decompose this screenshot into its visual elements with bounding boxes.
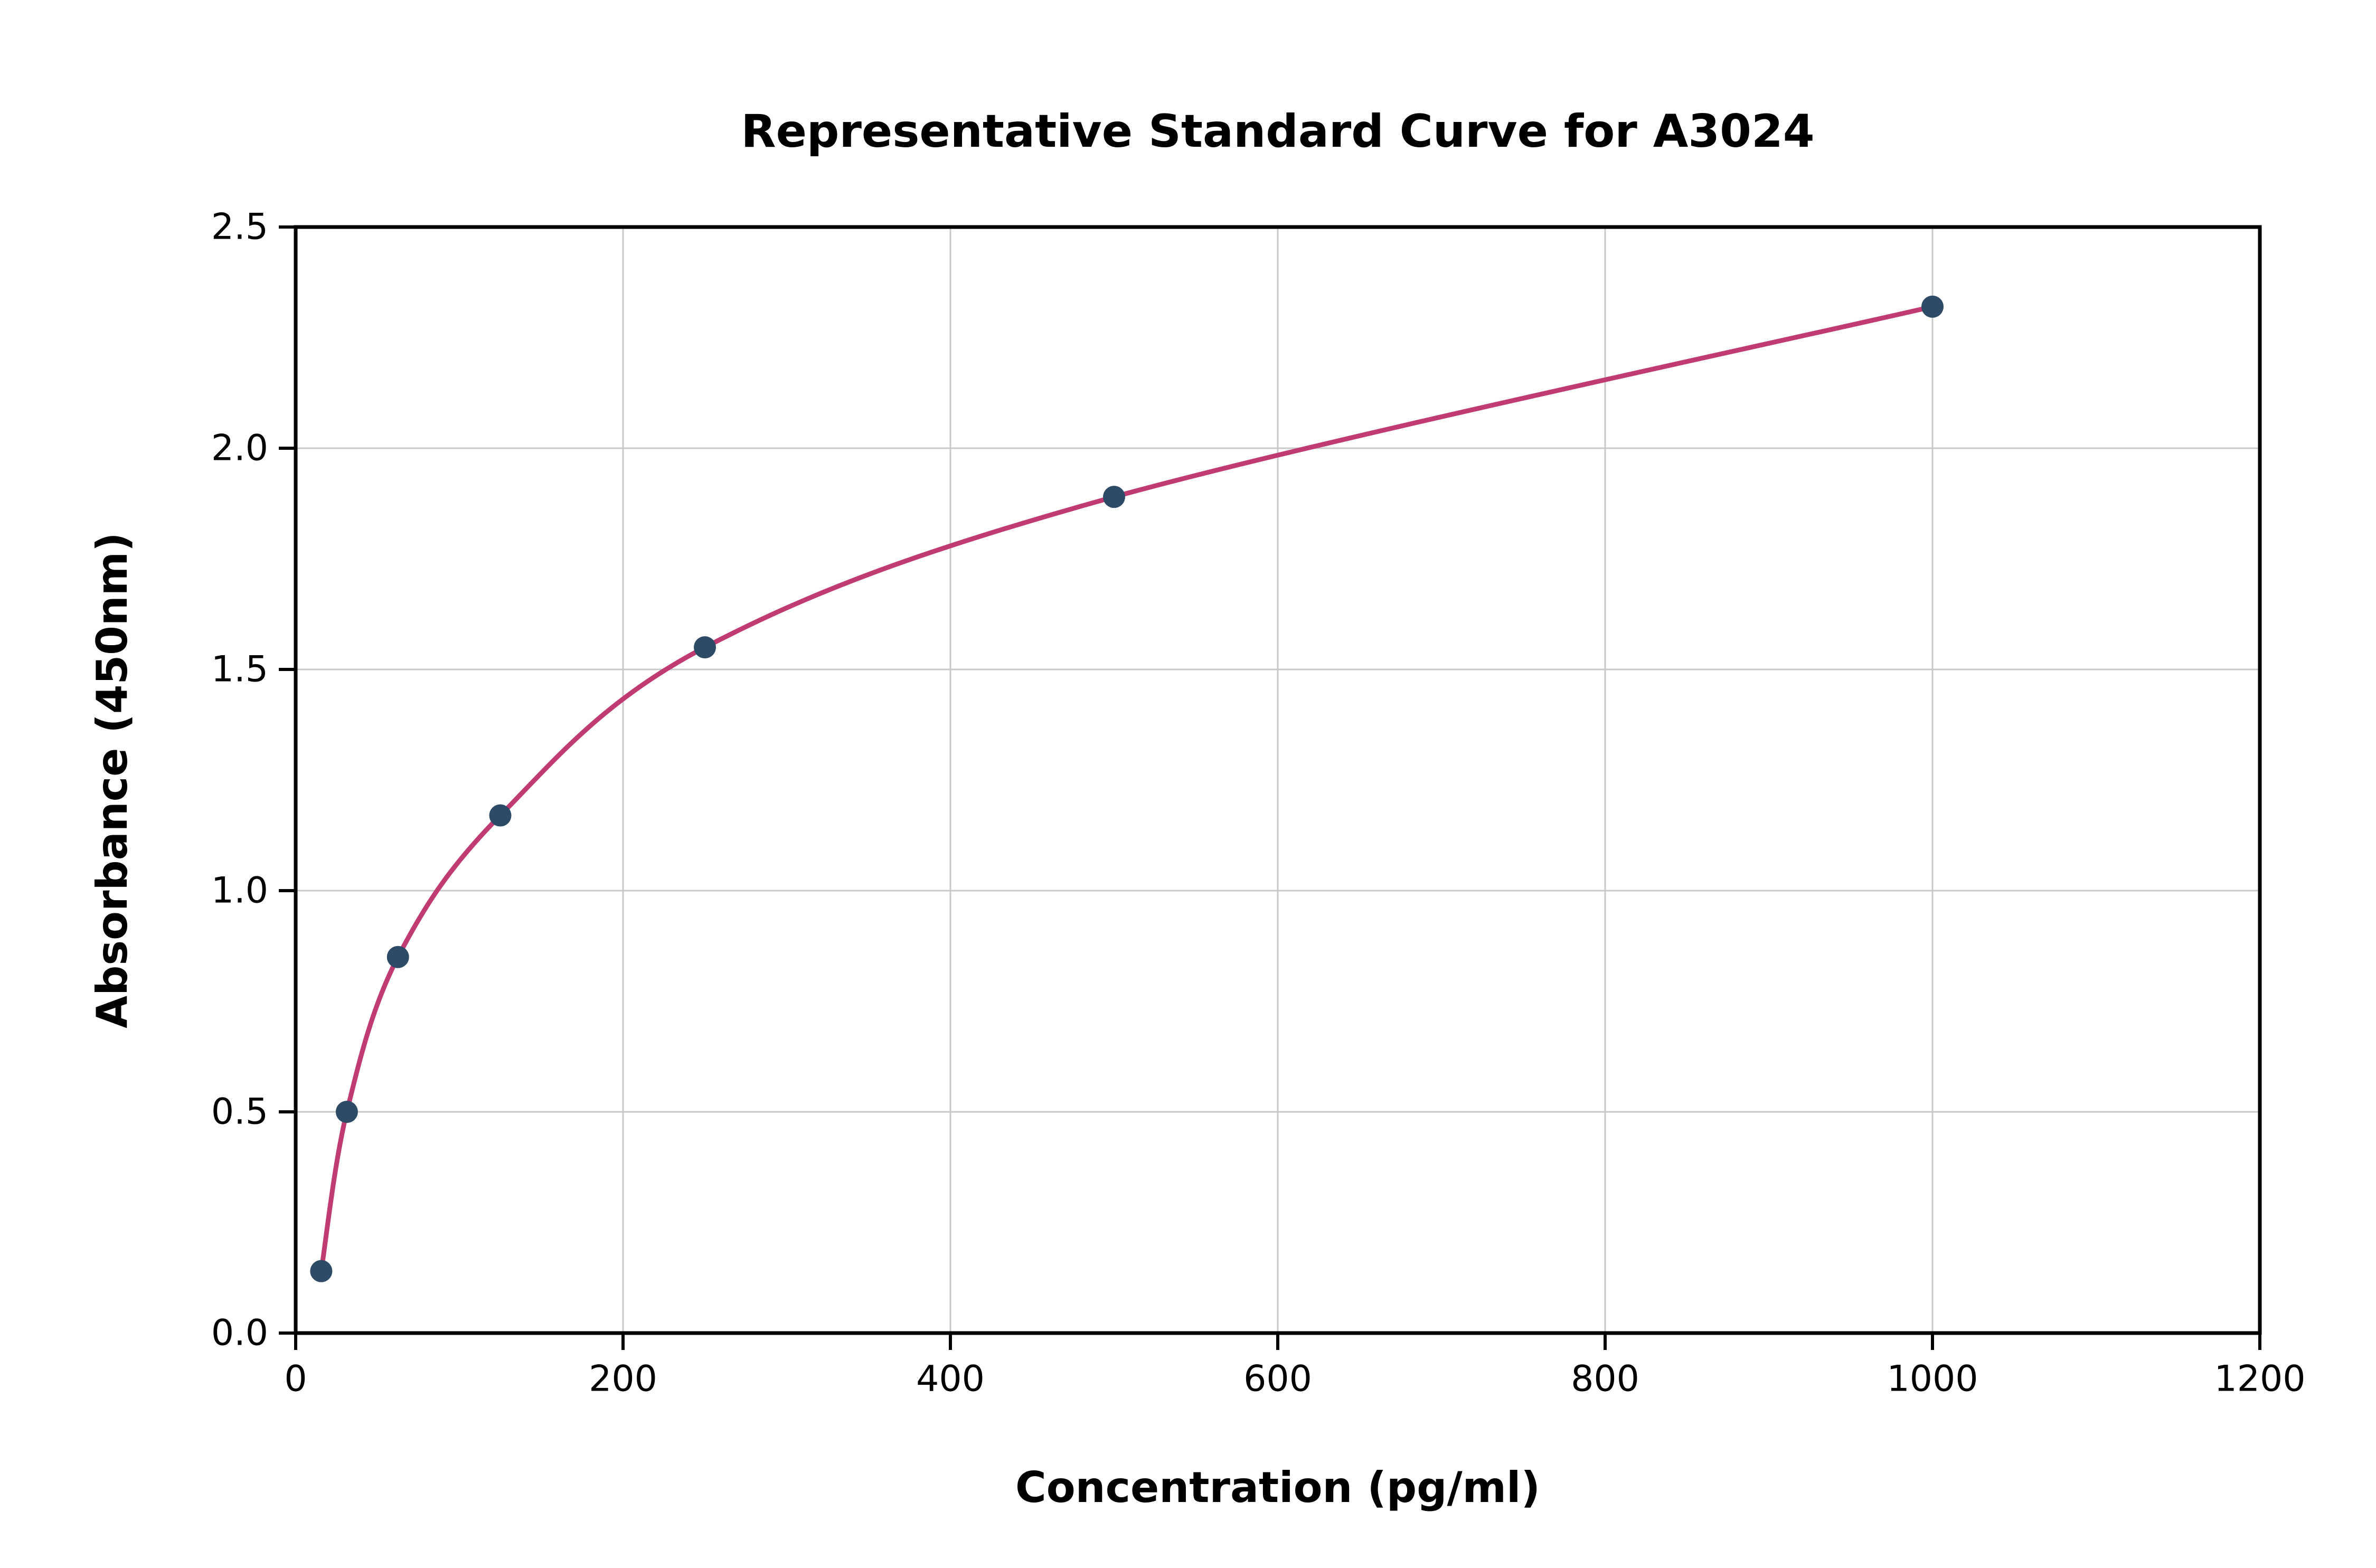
data-point bbox=[1103, 486, 1125, 508]
chart-title: Representative Standard Curve for A3024 bbox=[741, 105, 1814, 158]
x-tick-label: 1200 bbox=[2214, 1358, 2305, 1400]
gridlines bbox=[295, 226, 2261, 1334]
y-tick-label: 1.5 bbox=[211, 649, 268, 691]
x-tick-label: 800 bbox=[1571, 1358, 1639, 1400]
y-tick-label: 0.0 bbox=[211, 1312, 268, 1354]
fitted-curve bbox=[318, 304, 1935, 1274]
y-tick-label: 2.5 bbox=[211, 206, 268, 248]
data-point bbox=[335, 1101, 358, 1123]
data-point bbox=[694, 636, 716, 659]
x-tick-label: 600 bbox=[1243, 1358, 1312, 1400]
x-tick-label: 0 bbox=[284, 1358, 307, 1400]
tick-labels: 0 200 400 600 800 1000 1200 0.0 0.5 1.0 1.5 2.0 2.5 bbox=[211, 206, 2306, 1400]
y-tick-label: 1.0 bbox=[211, 870, 268, 912]
x-tick-label: 400 bbox=[916, 1358, 985, 1400]
y-axis-label: Absorbance (450nm) bbox=[88, 532, 137, 1028]
x-axis-label: Concentration (pg/ml) bbox=[1015, 1463, 1540, 1512]
x-tick-label: 200 bbox=[589, 1358, 657, 1400]
x-tick-label: 1000 bbox=[1887, 1358, 1978, 1400]
data-point bbox=[489, 804, 512, 827]
y-tick-label: 0.5 bbox=[211, 1091, 268, 1133]
data-points bbox=[310, 295, 1944, 1282]
plot-area: 0 200 400 600 800 1000 1200 0.0 0.5 1.0 1.5 2.0 2.5 bbox=[211, 206, 2306, 1400]
y-tick-label: 2.0 bbox=[211, 428, 268, 469]
data-point bbox=[1921, 295, 1944, 318]
data-point bbox=[386, 946, 409, 968]
data-point bbox=[310, 1260, 333, 1282]
tick-marks bbox=[279, 225, 2261, 1350]
